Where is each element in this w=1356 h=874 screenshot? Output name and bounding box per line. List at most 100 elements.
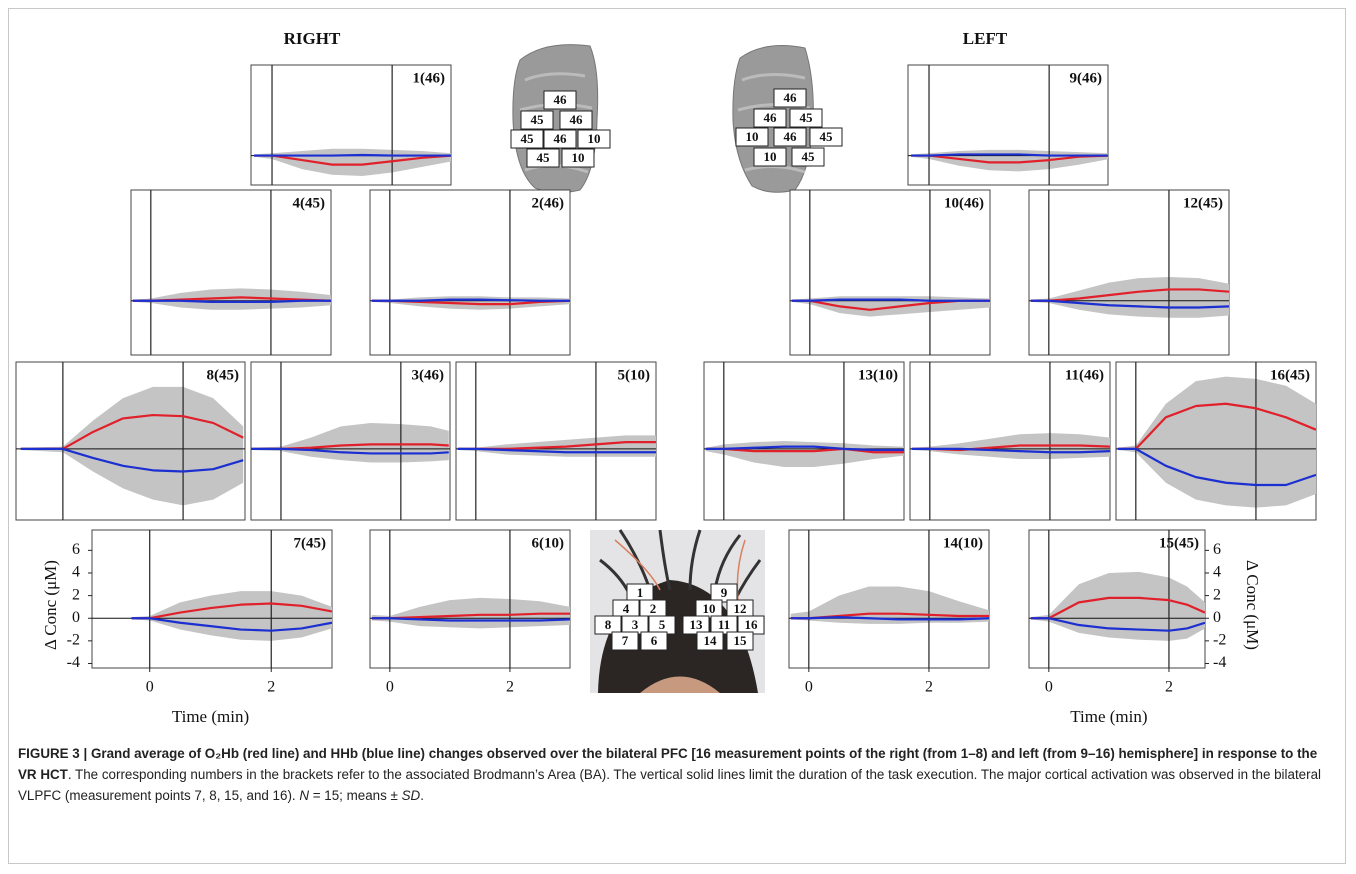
probe-label: 1 bbox=[627, 584, 653, 602]
label-text: 46 bbox=[784, 129, 798, 144]
right-title: RIGHT bbox=[284, 29, 341, 48]
panel-title: 3(46) bbox=[412, 367, 445, 383]
y-axis-label: Δ Conc (μM) bbox=[41, 560, 60, 650]
y-tick-label: 4 bbox=[1213, 564, 1221, 581]
panel-title: 10(46) bbox=[944, 195, 984, 211]
panel-title: 5(10) bbox=[618, 367, 651, 383]
brain-right-label: 10 bbox=[562, 149, 594, 167]
label-text: 10 bbox=[572, 150, 585, 165]
panel: 11(46) bbox=[910, 362, 1110, 520]
label-text: 3 bbox=[632, 617, 639, 632]
brain-right-label: 46 bbox=[560, 111, 592, 129]
label-text: 10 bbox=[703, 601, 716, 616]
y-tick-label: -2 bbox=[67, 632, 80, 649]
probe-label: 7 bbox=[612, 632, 638, 650]
brain-right-label: 46 bbox=[544, 130, 576, 148]
probe-label: 13 bbox=[683, 616, 709, 634]
panel-title: 9(46) bbox=[1070, 70, 1103, 86]
panel: 3(46) bbox=[251, 362, 450, 520]
series-line bbox=[372, 300, 570, 301]
panel-title: 13(10) bbox=[858, 367, 898, 383]
series-line bbox=[911, 154, 1109, 155]
y-tick-label: 6 bbox=[1213, 541, 1221, 558]
label-text: 45 bbox=[802, 149, 816, 164]
series-line bbox=[792, 300, 990, 301]
panel-title: 15(45) bbox=[1159, 535, 1199, 551]
probe-label: 3 bbox=[622, 616, 648, 634]
label-text: 6 bbox=[651, 633, 658, 648]
label-text: 46 bbox=[784, 90, 798, 105]
panel: 12(45) bbox=[1029, 190, 1229, 355]
panel-frame bbox=[790, 190, 990, 355]
probe-label: 5 bbox=[649, 616, 675, 634]
y-axis-label: Δ Conc (μM) bbox=[1243, 560, 1262, 650]
panel-title: 14(10) bbox=[943, 535, 983, 551]
panel-title: 16(45) bbox=[1270, 367, 1310, 383]
panel-title: 7(45) bbox=[294, 535, 327, 551]
caption-text: . bbox=[420, 788, 424, 803]
brain-left-label: 10 bbox=[736, 128, 768, 146]
y-tick-label: -2 bbox=[1213, 632, 1226, 649]
label-text: 46 bbox=[764, 110, 778, 125]
panel-title: 12(45) bbox=[1183, 195, 1223, 211]
panel: 2(46) bbox=[370, 190, 570, 355]
label-text: 8 bbox=[605, 617, 612, 632]
brain-right-label: 46 bbox=[544, 91, 576, 109]
x-axis-label: Time (min) bbox=[1070, 707, 1147, 726]
y-tick-label: -4 bbox=[1213, 654, 1226, 671]
panel-title: 11(46) bbox=[1065, 367, 1104, 383]
label-text: 11 bbox=[718, 617, 730, 632]
brain-right-label: 45 bbox=[521, 111, 553, 129]
probe-label: 11 bbox=[711, 616, 737, 634]
label-text: 5 bbox=[659, 617, 666, 632]
brain-left-label: 10 bbox=[754, 148, 786, 166]
panel-title: 2(46) bbox=[532, 195, 565, 211]
brain-right-label: 45 bbox=[511, 130, 543, 148]
probe-label: 14 bbox=[697, 632, 723, 650]
brain-left-label: 46 bbox=[754, 109, 786, 127]
probe-label: 2 bbox=[640, 600, 666, 618]
panel: 9(46) bbox=[908, 65, 1109, 185]
y-tick-label: 4 bbox=[72, 564, 80, 581]
label-text: 16 bbox=[745, 617, 759, 632]
caption-text: = 15; means ± bbox=[309, 788, 402, 803]
brain-right-label: 10 bbox=[578, 130, 610, 148]
y-tick-label: 0 bbox=[1213, 609, 1221, 626]
label-text: 46 bbox=[554, 92, 568, 107]
label-text: 7 bbox=[622, 633, 629, 648]
probe-label: 9 bbox=[711, 584, 737, 602]
brain-right-label: 45 bbox=[527, 149, 559, 167]
label-text: 1 bbox=[637, 585, 644, 600]
caption-text: N bbox=[299, 788, 309, 803]
page: {"figure": { "right_title": "RIGHT", "le… bbox=[0, 0, 1356, 874]
label-text: 10 bbox=[746, 129, 759, 144]
x-tick-label: 0 bbox=[1045, 679, 1053, 696]
probe-label: 4 bbox=[613, 600, 639, 618]
panel-title: 6(10) bbox=[532, 535, 565, 551]
panel-title: 1(46) bbox=[413, 70, 446, 86]
y-tick-label: 2 bbox=[1213, 586, 1221, 603]
y-tick-label: 6 bbox=[72, 541, 80, 558]
label-text: 46 bbox=[570, 112, 584, 127]
label-text: 4 bbox=[623, 601, 630, 616]
brain-left-label: 45 bbox=[790, 109, 822, 127]
x-tick-label: 2 bbox=[506, 679, 514, 696]
label-text: 45 bbox=[521, 131, 535, 146]
panel-frame bbox=[704, 362, 904, 520]
panel: 5(10) bbox=[456, 362, 656, 520]
left-title: LEFT bbox=[963, 29, 1008, 48]
caption-text: SD bbox=[402, 788, 421, 803]
figure: RIGHT LEFT 1(46) 9(46) 4(45) 2(46) 10(46) 12(… bbox=[0, 0, 1356, 740]
panel-frame bbox=[131, 190, 331, 355]
label-text: 46 bbox=[554, 131, 568, 146]
panel: 13(10) bbox=[704, 362, 904, 520]
label-text: 14 bbox=[704, 633, 718, 648]
label-text: 45 bbox=[531, 112, 545, 127]
panel-title: 4(45) bbox=[293, 195, 326, 211]
probe-label: 6 bbox=[641, 632, 667, 650]
caption: FIGURE 3 | Grand average of O₂Hb (red li… bbox=[18, 743, 1336, 806]
label-text: 15 bbox=[734, 633, 748, 648]
